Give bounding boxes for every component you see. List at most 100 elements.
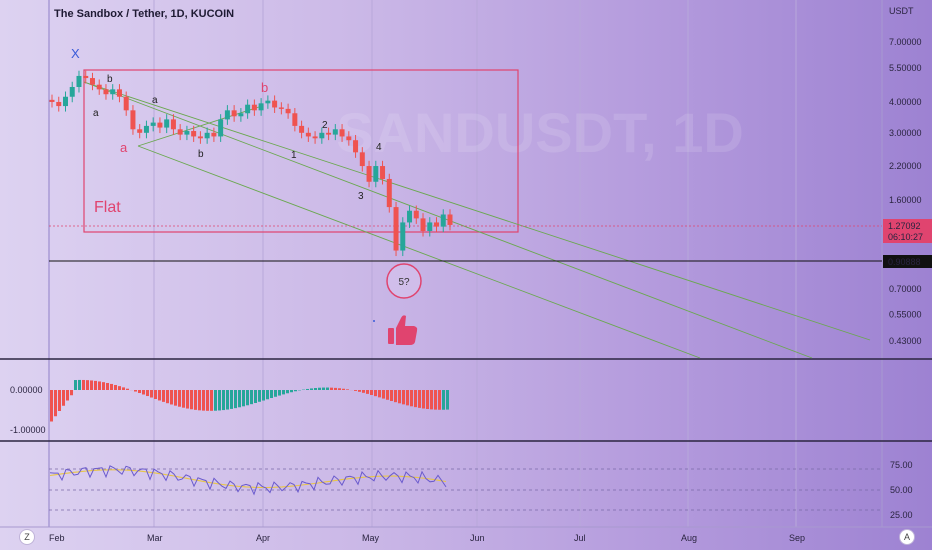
candle-body: [427, 222, 433, 232]
time-tick-label: Aug: [681, 533, 697, 543]
candle-body: [292, 113, 298, 126]
osc-bar: [198, 390, 201, 411]
osc-bar: [74, 380, 77, 390]
candle-body: [353, 140, 359, 153]
candle-body: [393, 207, 399, 251]
osc-bar: [126, 388, 129, 390]
osc-bar: [414, 390, 417, 408]
price-tick-label: 5.50000: [889, 63, 922, 73]
time-tick-label: Sep: [789, 533, 805, 543]
time-tick-label: Apr: [256, 533, 270, 543]
osc-bar: [230, 390, 233, 409]
rsi-levels: [49, 468, 882, 511]
candle-body: [49, 99, 55, 102]
osc-bar: [286, 390, 289, 394]
osc-bar: [66, 390, 69, 401]
small-wave-label: 3: [358, 191, 364, 202]
rsi-tick-label: 75.00: [890, 460, 913, 470]
last-price-value: 1.27092: [888, 221, 921, 231]
osc-bar: [370, 390, 373, 396]
candle-body: [218, 119, 224, 137]
time-grid: [48, 0, 797, 527]
osc-bar: [438, 390, 441, 410]
candle-body: [89, 78, 95, 85]
small-wave-label: a: [93, 108, 99, 119]
osc-bar: [318, 387, 321, 390]
osc-bar: [378, 390, 381, 398]
osc-bar: [362, 390, 365, 393]
osc-bar: [446, 390, 449, 410]
candle-body: [366, 166, 372, 182]
osc-bar: [226, 390, 229, 410]
osc-bar: [134, 390, 137, 392]
osc-bar: [186, 390, 189, 409]
candle-body: [258, 103, 264, 111]
candle-body: [164, 119, 170, 128]
osc-bar: [430, 390, 433, 410]
candle-body: [373, 166, 379, 182]
osc-bar: [258, 390, 261, 402]
candle-body: [123, 96, 129, 111]
osc-bar: [206, 390, 209, 411]
price-tick-label: 1.60000: [889, 195, 922, 205]
candle-body: [110, 89, 116, 95]
zoom-button[interactable]: Z: [20, 530, 34, 544]
osc-bar: [122, 387, 125, 390]
candle-body: [299, 125, 305, 133]
rsi-tick-label: 25.00: [890, 510, 913, 520]
osc-bar: [138, 390, 141, 394]
candle-body: [339, 129, 345, 137]
marker-dot: [373, 320, 375, 322]
osc-bar: [170, 390, 173, 405]
osc-bar: [210, 390, 213, 411]
candle-body: [56, 101, 62, 107]
osc-bar: [178, 390, 181, 407]
auto-scale-button[interactable]: A: [900, 530, 914, 544]
osc-bar: [326, 387, 329, 390]
osc-bar: [314, 388, 317, 390]
osc-bar: [54, 390, 57, 417]
price-axis-ticks: 7.00000 5.50000 4.00000 3.00000 2.20000 1.600…: [889, 37, 922, 346]
small-wave-label: b: [107, 74, 113, 85]
osc-bar: [86, 380, 89, 390]
countdown-value: 06:10:27: [888, 232, 923, 242]
candle-body: [211, 132, 217, 137]
candle-body: [380, 166, 386, 179]
osc-bar: [238, 390, 241, 408]
osc-bar: [270, 390, 273, 399]
price-tick-label: 4.00000: [889, 97, 922, 107]
osc-bar: [82, 379, 85, 390]
osc-bar: [202, 390, 205, 411]
candle-body: [76, 75, 82, 87]
flat-label: Flat: [94, 199, 121, 216]
time-tick-label: May: [362, 533, 380, 543]
candle-body: [130, 110, 136, 130]
osc-tick-label: -1.00000: [10, 425, 46, 435]
candle-body: [170, 119, 176, 130]
small-wave-label: b: [198, 149, 204, 160]
osc-bar: [262, 390, 265, 401]
candle-body: [238, 113, 244, 117]
time-axis-ticks: Feb Mar Apr May Jun Jul Aug Sep: [49, 533, 805, 543]
candles: [49, 70, 453, 257]
osc-bar: [294, 390, 297, 392]
candle-body: [407, 210, 413, 223]
osc-bar: [354, 390, 357, 391]
rsi-axis-ticks: 75.00 50.00 25.00: [890, 460, 913, 520]
osc-bar: [50, 390, 53, 422]
osc-bar: [382, 390, 385, 399]
osc-bar: [422, 390, 425, 409]
osc-bar: [162, 390, 165, 402]
oscillator-axis-ticks: 0.00000 -1.00000: [10, 385, 46, 435]
chart-title: The Sandbox / Tether, 1D, KUCOIN: [54, 8, 235, 20]
candle-body: [184, 131, 190, 135]
candle-body: [245, 104, 251, 114]
wave-a-big-label: a: [120, 140, 128, 155]
candle-body: [177, 129, 183, 135]
candle-body: [204, 132, 210, 139]
osc-bar: [406, 390, 409, 406]
flat-box: [83, 69, 519, 233]
osc-bar: [218, 390, 221, 411]
osc-bar: [98, 381, 101, 390]
